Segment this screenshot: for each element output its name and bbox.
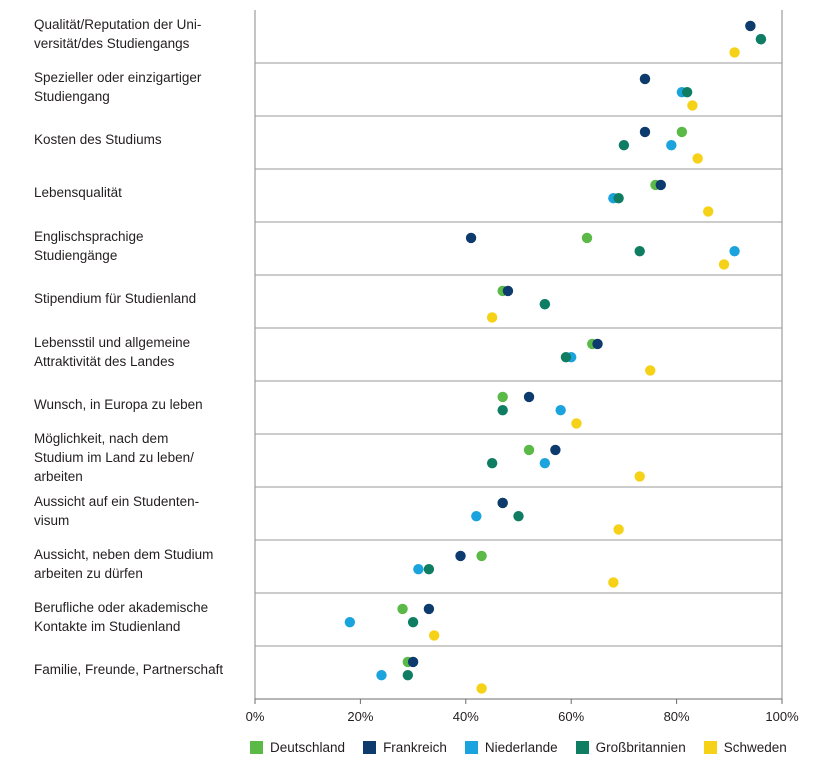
category-label: Aussicht auf ein Studenten- visum [34,493,200,528]
data-point-frankreich [423,603,435,615]
legend-swatch [575,741,589,754]
data-point-frankreich [639,73,651,85]
x-tick-label: 0% [246,709,265,724]
legend-item: Großbritannien [575,740,686,755]
x-axis-ticks: 0% 20% 40% 60% 80% 100% [246,699,799,724]
category-label: Wunsch, in Europa zu leben [34,397,203,412]
data-point-schweden [634,471,645,482]
category-label: Möglichkeit, nach dem Studium im Land zu… [34,431,194,484]
data-point-schweden [608,577,619,588]
data-point-gro-britannien [539,298,551,310]
data-point-gro-britannien [560,351,572,363]
legend-item: Frankreich [363,740,447,755]
data-point-deutschland [523,444,535,456]
data-point-gro-britannien [618,139,630,151]
data-point-gro-britannien [513,510,524,522]
category-label: Stipendium für Studienland [34,291,197,306]
x-tick-label: 100% [765,709,799,724]
legend-label: Niederlande [484,740,558,755]
data-point-schweden [729,47,740,58]
legend-swatch [250,741,263,754]
data-point-frankreich [407,656,419,668]
data-point-schweden [645,365,656,376]
data-point-gro-britannien [402,669,414,681]
data-point-schweden [718,259,730,270]
data-point-schweden [486,312,498,323]
data-point-niederlande [666,139,677,151]
data-point-niederlande [413,563,424,575]
data-point-gro-britannien [407,616,419,628]
data-point-niederlande [539,457,551,469]
legend-label: Frankreich [383,740,447,755]
data-point-gro-britannien [486,457,498,469]
data-point-schweden [571,418,582,429]
data-point-schweden [687,100,698,111]
data-point-deutschland [497,391,508,403]
data-point-gro-britannien [497,404,508,416]
data-point-gro-britannien [755,33,767,45]
legend-label: Schweden [723,740,787,755]
legend-label: Großbritannien [595,740,686,755]
data-point-gro-britannien [613,192,624,204]
data-point-gro-britannien [681,86,693,98]
category-label: Lebensqualität [34,185,122,200]
legend-label: Deutschland [270,740,346,755]
x-tick-label: 40% [453,709,479,724]
category-label: Spezieller oder einzigartiger Studiengan… [34,69,202,104]
data-point-frankreich [465,232,477,244]
data-point-frankreich [550,444,561,456]
category-label: Familie, Freunde, Partnerschaft [34,662,224,677]
x-tick-label: 60% [558,709,584,724]
legend: Deutschland Frankreich Niederlande Großbrit… [250,740,787,755]
legend-item: Deutschland [250,740,345,755]
category-label: Berufliche oder akademische Kontakte im … [34,599,209,634]
legend-swatch [363,741,377,754]
legend-swatch [464,741,478,754]
x-tick-label: 20% [347,709,373,724]
data-point-deutschland [676,126,688,138]
data-point-niederlande [344,616,356,628]
data-point-niederlande [471,510,482,522]
grid-lines [254,10,783,700]
data-point-frankreich [639,126,651,138]
data-points [344,20,767,694]
data-point-frankreich [745,20,756,32]
data-point-frankreich [455,550,466,562]
category-label: Lebensstil und allgemeine Attraktivität … [34,334,191,369]
data-point-schweden [428,630,440,641]
category-label: Qualität/Reputation der Uni- versität/de… [34,16,202,51]
data-point-deutschland [397,603,408,615]
legend-swatch [703,741,717,754]
data-point-gro-britannien [634,245,645,257]
category-label: Kosten des Studiums [34,132,162,147]
data-point-frankreich [592,338,603,350]
data-point-niederlande [729,245,740,257]
data-point-niederlande [555,404,566,416]
data-point-schweden [703,206,714,217]
x-tick-label: 80% [664,709,690,724]
data-point-gro-britannien [423,563,435,575]
data-point-schweden [476,683,487,694]
data-point-frankreich [502,285,514,297]
data-point-schweden [692,153,703,164]
legend-item: Niederlande [464,740,558,755]
data-point-deutschland [476,550,487,562]
data-point-frankreich [497,497,508,509]
data-point-frankreich [655,179,666,191]
data-point-niederlande [376,669,387,681]
data-point-schweden [613,524,624,535]
data-point-frankreich [523,391,535,403]
category-label: Aussicht, neben dem Studium arbeiten zu … [34,546,214,581]
category-label: Englischsprachige Studiengänge [34,228,144,263]
legend-item: Schweden [703,740,787,755]
data-point-deutschland [581,232,593,244]
